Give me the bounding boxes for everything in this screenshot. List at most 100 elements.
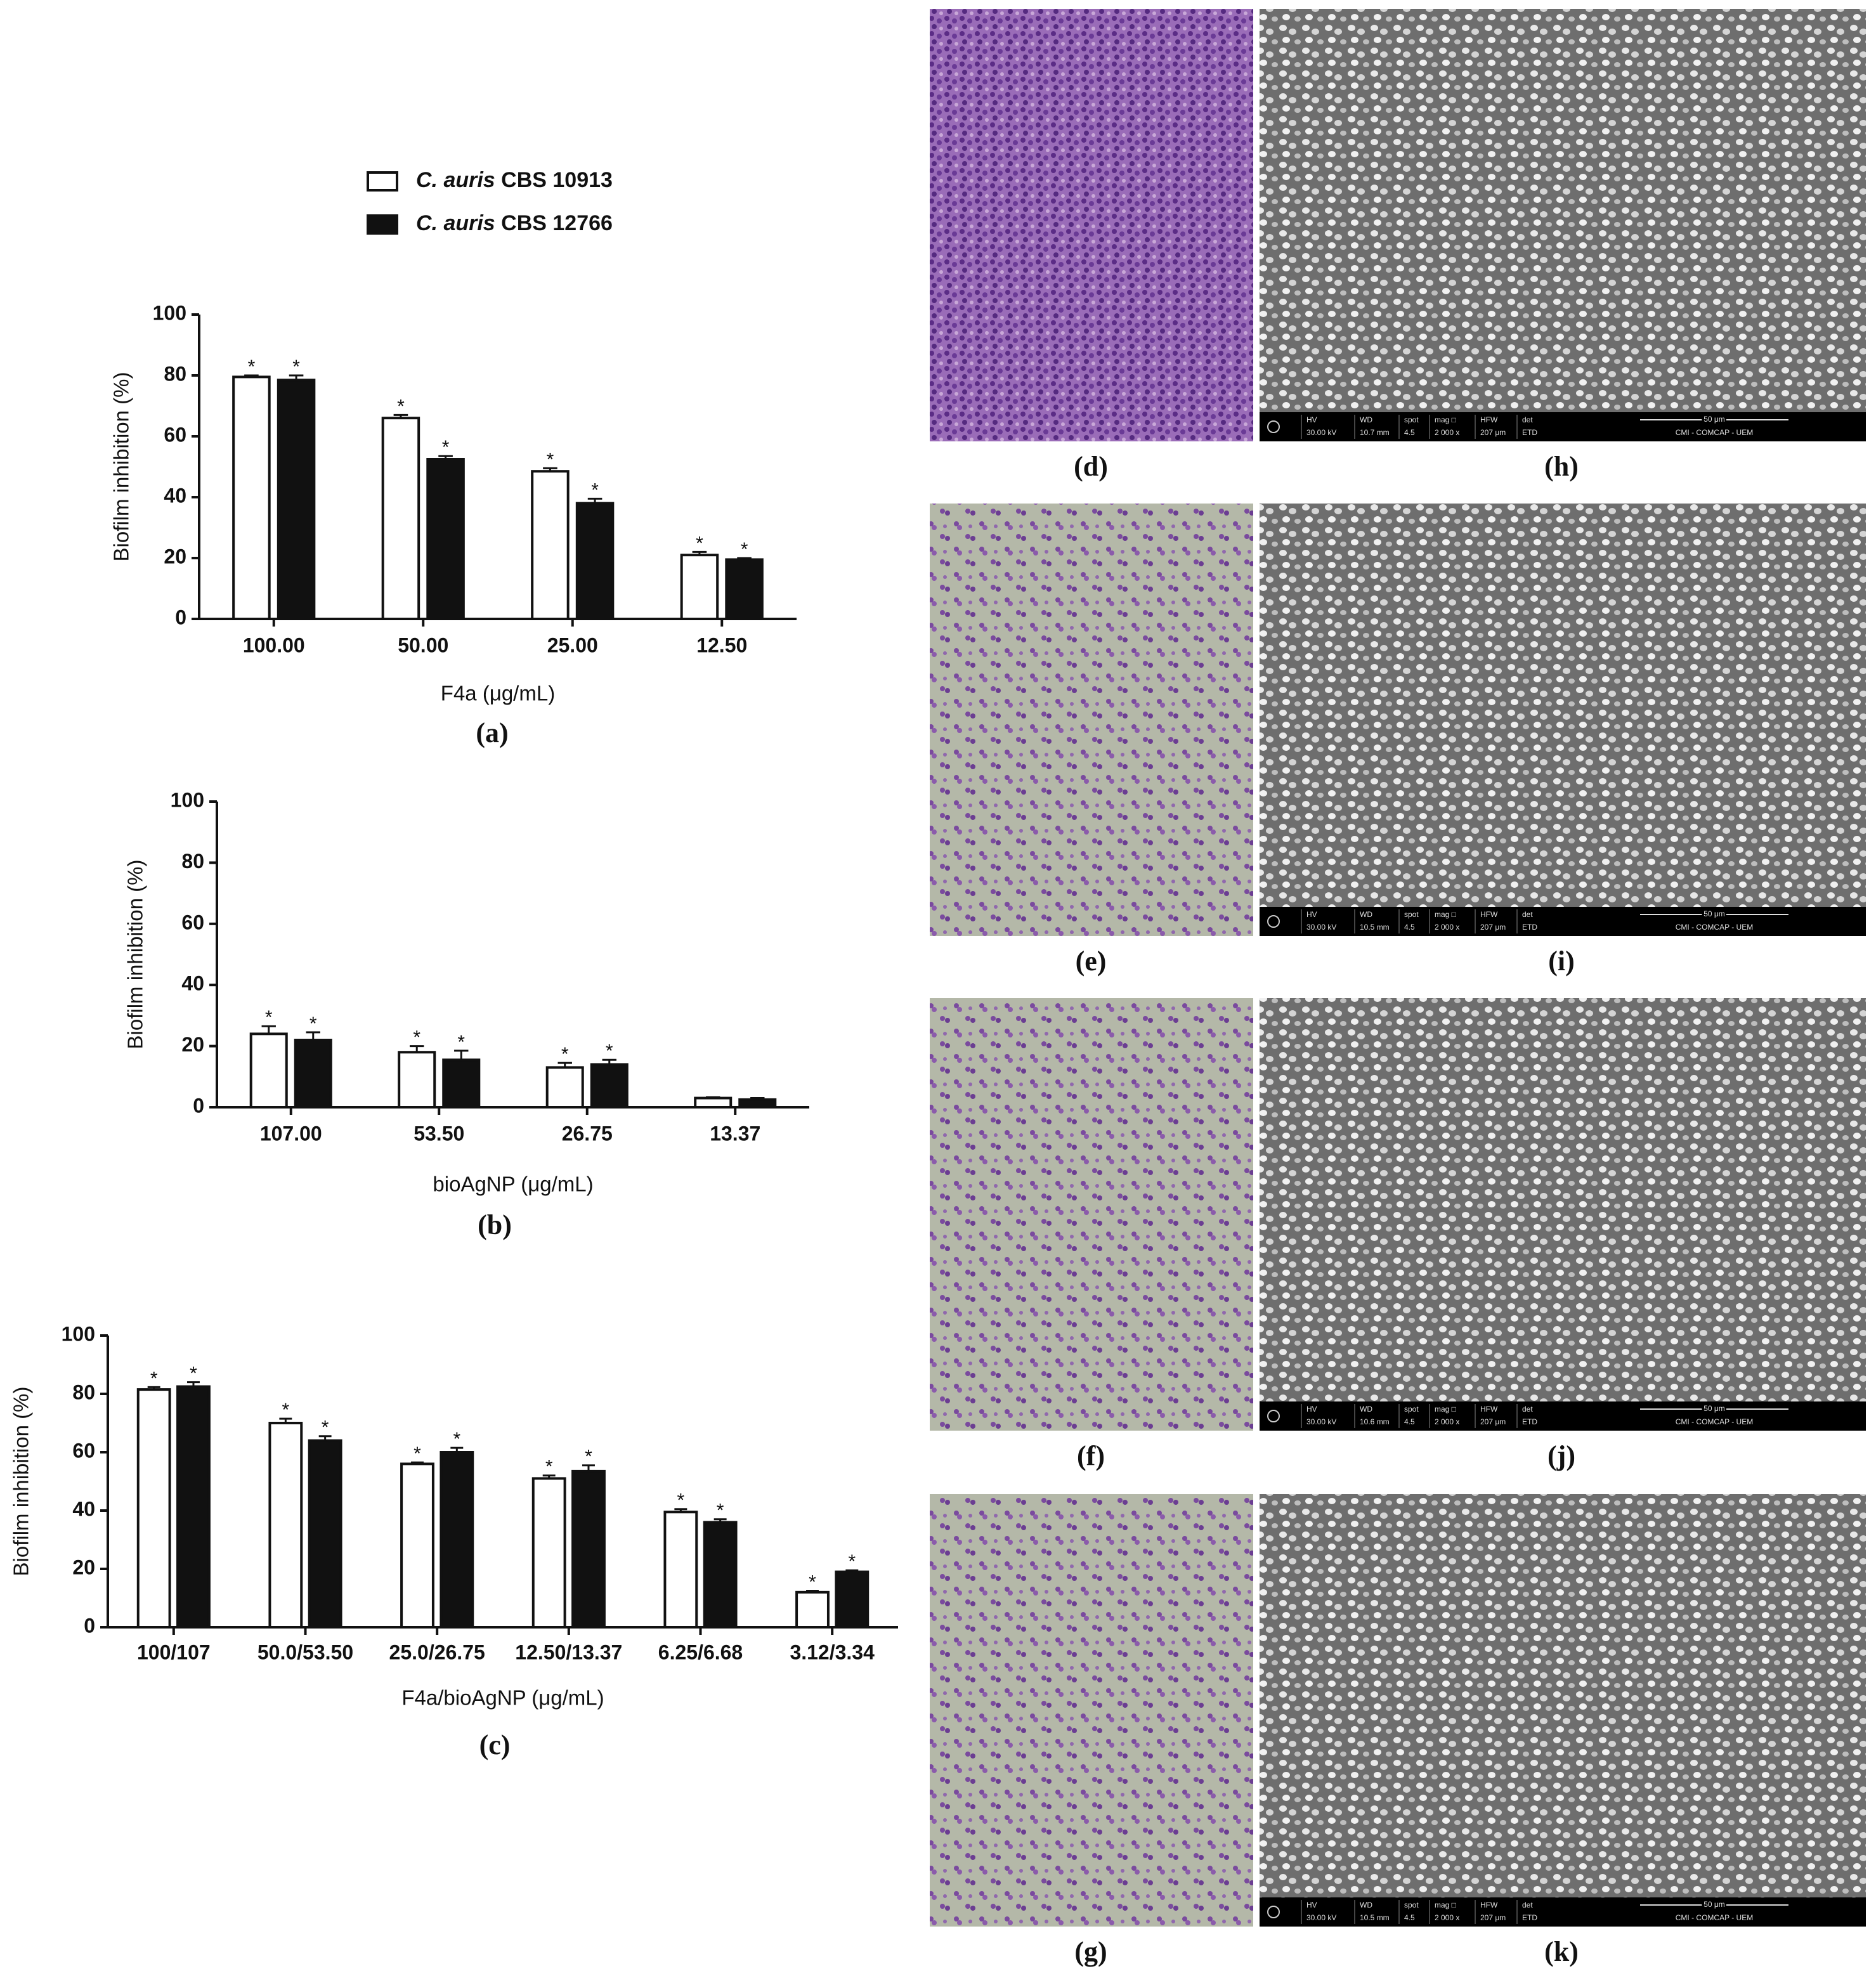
sem-field-value: 2 000 x bbox=[1435, 1913, 1459, 1922]
sem-footer: CMI - COMCAP - UEM bbox=[1676, 1417, 1753, 1426]
error-bar bbox=[279, 1417, 292, 1423]
x-axis-label: bioAgNP (μg/mL) bbox=[433, 1173, 593, 1196]
error-bar bbox=[542, 1474, 556, 1479]
significance-mark: * bbox=[248, 356, 256, 377]
sem-field-value: 30.00 kV bbox=[1306, 428, 1336, 437]
bar bbox=[694, 1096, 733, 1109]
error-bar bbox=[543, 467, 557, 472]
x-axis-label: F4a (μg/mL) bbox=[441, 682, 555, 705]
error-bar bbox=[706, 1096, 720, 1098]
error-bar bbox=[410, 1045, 424, 1053]
y-tick-label: 100 bbox=[171, 788, 204, 811]
error-bar bbox=[582, 1464, 595, 1471]
sem-footer: CMI - COMCAP - UEM bbox=[1676, 428, 1753, 437]
error-bar bbox=[450, 1447, 464, 1452]
sem-field-value: 4.5 bbox=[1404, 428, 1415, 437]
bar bbox=[545, 1066, 584, 1109]
bar bbox=[400, 1462, 434, 1629]
error-bar bbox=[806, 1590, 819, 1592]
sem-scale-label: 50 μm bbox=[1703, 415, 1725, 424]
panel-label: (e) bbox=[1076, 946, 1107, 977]
significance-mark: * bbox=[585, 1447, 592, 1467]
sem-field-name: HV bbox=[1306, 1901, 1317, 1909]
legend-swatch bbox=[367, 214, 398, 235]
error-bar bbox=[674, 1508, 687, 1512]
bar bbox=[531, 1477, 566, 1629]
error-bar bbox=[750, 1097, 765, 1100]
sem-scale-label: 50 μm bbox=[1703, 1404, 1725, 1413]
y-tick-label: 0 bbox=[175, 606, 186, 628]
light-micrograph bbox=[930, 998, 1253, 1431]
error-bar bbox=[692, 550, 707, 556]
significance-mark: * bbox=[457, 1032, 465, 1053]
error-bar bbox=[147, 1386, 160, 1390]
bar bbox=[249, 1032, 288, 1109]
significance-mark: * bbox=[190, 1363, 197, 1384]
sem-field-value: 4.5 bbox=[1404, 1417, 1415, 1426]
panel-label: (j) bbox=[1547, 1440, 1575, 1471]
significance-mark: * bbox=[413, 1027, 420, 1048]
sem-field-value: 207 μm bbox=[1480, 428, 1506, 437]
bar bbox=[268, 1422, 303, 1629]
sem-field-value: 2 000 x bbox=[1435, 923, 1459, 932]
sem-footer: CMI - COMCAP - UEM bbox=[1676, 1913, 1753, 1922]
y-tick-label: 60 bbox=[181, 911, 204, 933]
x-tick-label: 25.0/26.75 bbox=[389, 1641, 485, 1663]
significance-mark: * bbox=[717, 1500, 724, 1521]
sem-field-value: 2 000 x bbox=[1435, 428, 1459, 437]
sem-field-name: HV bbox=[1306, 1405, 1317, 1414]
sem-info-bar bbox=[1260, 1897, 1866, 1927]
significance-mark: * bbox=[809, 1571, 816, 1592]
error-bar bbox=[454, 1050, 469, 1060]
significance-mark: * bbox=[397, 396, 405, 417]
y-axis-label: Biofilm inhibition (%) bbox=[110, 372, 133, 562]
legend-strain: CBS 10913 bbox=[495, 168, 613, 192]
x-tick-label: 53.50 bbox=[414, 1122, 464, 1145]
panel-label: (d) bbox=[1074, 451, 1108, 482]
bar bbox=[795, 1590, 830, 1629]
bar bbox=[308, 1439, 342, 1629]
error-bar bbox=[306, 1031, 320, 1040]
bar bbox=[398, 1051, 436, 1109]
y-tick-label: 60 bbox=[164, 423, 186, 446]
bar bbox=[232, 375, 271, 621]
significance-mark: * bbox=[696, 533, 703, 554]
significance-mark: * bbox=[547, 449, 554, 470]
y-tick-label: 80 bbox=[164, 362, 186, 385]
y-tick-label: 100 bbox=[62, 1322, 95, 1345]
sem-field-value: 30.00 kV bbox=[1306, 923, 1336, 932]
bar bbox=[136, 1388, 171, 1629]
x-tick-label: 50.0/53.50 bbox=[257, 1641, 353, 1663]
sem-logo bbox=[1267, 915, 1280, 928]
bar bbox=[531, 470, 570, 621]
y-tick-label: 100 bbox=[153, 301, 186, 324]
legend-species: C. auris bbox=[416, 211, 495, 235]
error-bar bbox=[438, 455, 453, 459]
sem-field-value: 4.5 bbox=[1404, 1913, 1415, 1922]
y-tick-label: 40 bbox=[181, 972, 204, 995]
sem-field-value: ETD bbox=[1522, 1417, 1537, 1426]
bar bbox=[176, 1385, 211, 1629]
legend-label: C. auris CBS 10913 bbox=[416, 168, 613, 192]
sem-field-value: 207 μm bbox=[1480, 923, 1506, 932]
x-tick-label: 12.50 bbox=[696, 634, 747, 656]
error-bar bbox=[244, 374, 259, 377]
x-tick-label: 12.50/13.37 bbox=[515, 1641, 622, 1663]
light-micrograph bbox=[930, 1494, 1253, 1927]
sem-logo bbox=[1267, 1906, 1280, 1918]
y-tick-label: 40 bbox=[164, 484, 186, 507]
significance-mark: * bbox=[292, 356, 300, 377]
bar bbox=[277, 379, 316, 620]
significance-mark: * bbox=[414, 1443, 421, 1464]
x-tick-label: 107.00 bbox=[260, 1122, 322, 1145]
bar bbox=[703, 1521, 738, 1629]
y-tick-label: 80 bbox=[181, 850, 204, 873]
sem-micrograph bbox=[1260, 9, 1866, 441]
significance-mark: * bbox=[591, 479, 599, 500]
x-tick-label: 13.37 bbox=[710, 1122, 760, 1145]
sem-micrograph bbox=[1260, 998, 1866, 1431]
y-tick-label: 60 bbox=[72, 1439, 95, 1462]
significance-mark: * bbox=[453, 1429, 460, 1450]
sem-info-bar bbox=[1260, 412, 1866, 441]
sem-field-name: det bbox=[1522, 415, 1533, 424]
